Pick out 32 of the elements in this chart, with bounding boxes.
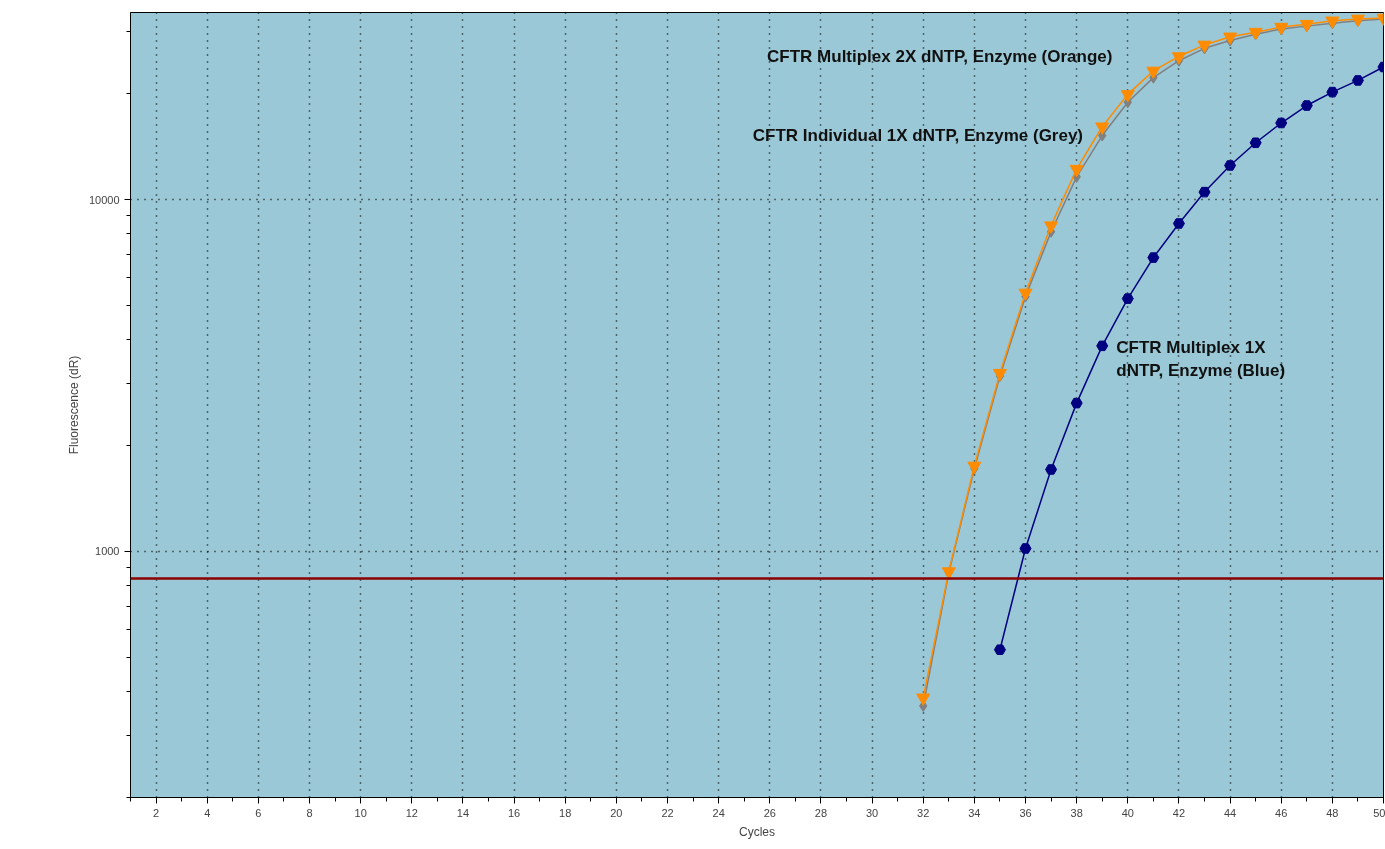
x-tick-label: 22 <box>661 806 674 819</box>
x-tick-label: 38 <box>1070 806 1083 819</box>
x-tick-label: 42 <box>1172 806 1186 819</box>
x-tick-label: 30 <box>865 806 879 819</box>
series-label: CFTR Multiplex 2X dNTP, Enzyme (Orange) <box>767 46 1113 66</box>
x-tick-label: 18 <box>559 806 572 819</box>
x-tick-label: 14 <box>456 806 470 819</box>
series-label: CFTR Multiplex 1X dNTP, Enzyme (Blue) <box>1116 338 1286 381</box>
y-tick-label: 1000 <box>95 545 120 558</box>
x-tick-label: 32 <box>917 806 930 819</box>
x-tick-label: 20 <box>610 806 623 819</box>
y-tick-label: 10000 <box>88 193 120 206</box>
x-tick-label: 8 <box>306 806 313 819</box>
x-tick-label: 16 <box>507 806 521 819</box>
series-label: CFTR Individual 1X dNTP, Enzyme (Grey) <box>752 126 1084 146</box>
x-tick-label: 6 <box>255 806 262 819</box>
x-tick-label: 24 <box>712 806 725 819</box>
y-axis-title: Fluorescence (dR) <box>66 355 81 455</box>
x-tick-label: 44 <box>1223 806 1237 819</box>
x-tick-label: 34 <box>968 806 981 819</box>
x-tick-label: 36 <box>1019 806 1032 819</box>
x-tick-label: 26 <box>763 806 776 819</box>
x-axis-title: Cycles <box>739 824 776 839</box>
x-tick-label: 10 <box>354 806 367 819</box>
x-tick-label: 2 <box>153 806 160 819</box>
x-tick-label: 4 <box>204 806 211 819</box>
x-tick-label: 40 <box>1121 806 1134 819</box>
x-tick-label: 28 <box>814 806 828 819</box>
x-tick-label: 50 <box>1373 806 1385 819</box>
x-tick-label: 12 <box>405 806 418 819</box>
x-tick-label: 48 <box>1326 806 1339 819</box>
x-tick-label: 46 <box>1275 806 1288 819</box>
